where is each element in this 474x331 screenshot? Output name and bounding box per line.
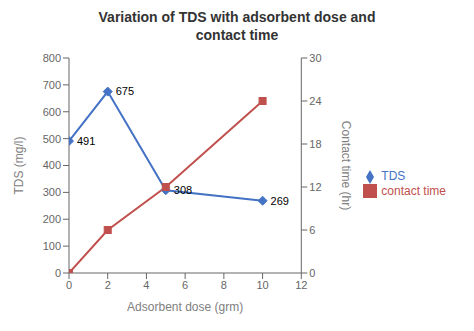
svg-text:700: 700 [43,79,61,91]
svg-text:0: 0 [309,267,315,279]
svg-text:675: 675 [116,85,134,97]
svg-text:308: 308 [174,184,192,196]
svg-text:6: 6 [309,224,315,236]
svg-text:269: 269 [271,195,289,207]
svg-text:Contact time (hr): Contact time (hr) [339,121,353,210]
svg-text:12: 12 [309,181,321,193]
html-text:TDS: TDS [381,168,406,183]
svg-text:491: 491 [77,135,95,147]
svg-text:100: 100 [43,240,61,252]
svg-text:200: 200 [43,213,61,225]
svg-text:24: 24 [309,95,321,107]
svg-text:12: 12 [295,279,307,291]
svg-text:30: 30 [309,52,321,64]
svg-text:2: 2 [105,279,111,291]
svg-text:300: 300 [43,186,61,198]
svg-text:10: 10 [256,279,268,291]
svg-text:800: 800 [43,52,61,64]
html-text:Variation of TDS with adsorben: Variation of TDS with adsorbent dose and… [98,9,376,43]
html-text:contact time: contact time [381,183,446,198]
svg-text:0: 0 [55,267,61,279]
svg-text:18: 18 [309,138,321,150]
svg-text:600: 600 [43,106,61,118]
svg-text:TDS (mg/l): TDS (mg/l) [12,137,26,195]
svg-text:Adsorbent dose (grm): Adsorbent dose (grm) [127,300,243,314]
svg-text:8: 8 [221,279,227,291]
svg-text:500: 500 [43,133,61,145]
svg-text:0: 0 [66,279,72,291]
svg-text:400: 400 [43,159,61,171]
svg-text:6: 6 [182,279,188,291]
svg-text:4: 4 [143,279,149,291]
